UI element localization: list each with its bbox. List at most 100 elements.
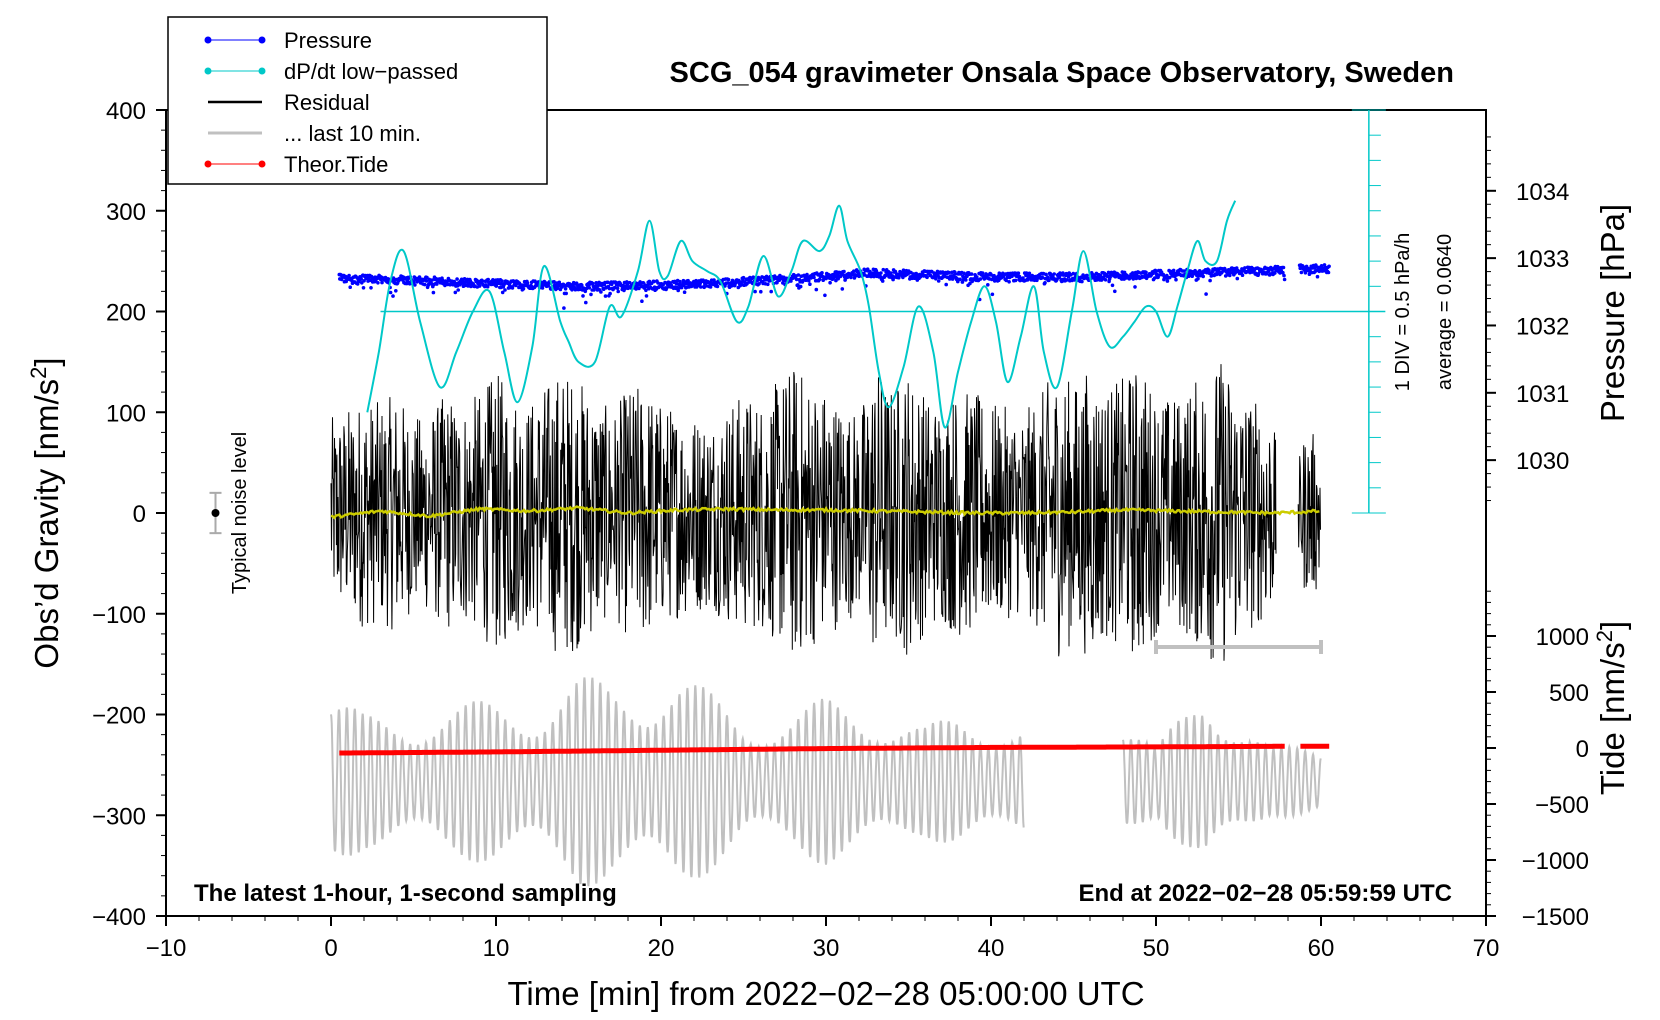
- pressure-point: [964, 278, 968, 282]
- pressure-point: [1228, 271, 1233, 275]
- pressure-point: [953, 272, 958, 276]
- pressure-point: [805, 272, 809, 277]
- pressure-point: [563, 287, 568, 291]
- pressure-point: [1167, 275, 1172, 280]
- pressure-point: [362, 279, 366, 283]
- pressure-point: [466, 284, 470, 288]
- y-tick-label: −300: [92, 803, 146, 830]
- pressure-point: [699, 285, 703, 289]
- pressure-point: [552, 280, 556, 284]
- pressure-point: [889, 271, 893, 275]
- pressure-point: [968, 281, 972, 286]
- pressure-tick-label: 1032: [1516, 313, 1569, 340]
- pressure-point: [652, 279, 656, 284]
- pressure-point: [1281, 270, 1285, 275]
- pressure-point: [1196, 277, 1200, 281]
- x-tick-label: 30: [813, 935, 840, 962]
- pressure-point: [1131, 277, 1136, 281]
- x-tick-label: 0: [324, 935, 337, 962]
- pressure-point: [969, 272, 974, 276]
- pressure-point: [1046, 275, 1050, 280]
- pressure-point: [1326, 270, 1331, 275]
- pressure-point: [510, 286, 515, 290]
- pressure-point: [978, 277, 983, 281]
- x-tick-label: 60: [1308, 935, 1335, 962]
- theoretical-tide-series: [339, 743, 1330, 756]
- pressure-point: [880, 279, 885, 283]
- pressure-point: [440, 278, 445, 283]
- pressure-point: [417, 275, 422, 279]
- dpdt-div-label: 1 DIV = 0.5 hPa/h: [1392, 233, 1414, 391]
- pressure-point: [868, 269, 872, 274]
- pressure-point: [644, 288, 648, 293]
- pressure-point: [1235, 276, 1240, 281]
- pressure-point: [422, 282, 427, 287]
- pressure-point: [1144, 270, 1148, 275]
- pressure-point: [842, 269, 846, 274]
- pressure-point: [558, 282, 562, 287]
- pressure-point: [1282, 273, 1286, 278]
- pressure-point: [1065, 278, 1069, 282]
- pressure-point: [500, 279, 504, 283]
- x-tick-label: 10: [483, 935, 510, 962]
- tide-tick-label: −500: [1535, 792, 1589, 819]
- pressure-point: [686, 278, 690, 283]
- pressure-point: [1190, 274, 1194, 279]
- pressure-point: [1047, 278, 1051, 283]
- pressure-point: [644, 294, 649, 298]
- pressure-point: [1201, 274, 1205, 279]
- legend-swatch-dot: [204, 36, 212, 44]
- pressure-point: [798, 284, 803, 289]
- pressure-point: [1080, 279, 1084, 284]
- y-tick-label: −100: [92, 602, 146, 629]
- annotation-end-time: End at 2022−02−28 05:59:59 UTC: [1078, 880, 1452, 907]
- pressure-point: [627, 280, 632, 285]
- pressure-point: [1040, 276, 1045, 280]
- pressure-point: [980, 271, 985, 275]
- pressure-point: [879, 271, 883, 275]
- pressure-point: [814, 287, 819, 292]
- annotation-sampling: The latest 1-hour, 1-second sampling: [194, 880, 617, 907]
- tide-tick-label: −1500: [1522, 904, 1589, 931]
- legend-label: Residual: [284, 90, 370, 115]
- pressure-point: [391, 294, 395, 298]
- pressure-point: [801, 278, 805, 283]
- pressure-point: [741, 275, 746, 280]
- pressure-point: [936, 279, 941, 283]
- legend-swatch-dot: [258, 67, 266, 75]
- pressure-point: [1044, 272, 1048, 277]
- pressure-tick-label: 1031: [1516, 381, 1569, 408]
- legend-swatch-dot: [204, 67, 212, 75]
- pressure-point: [594, 281, 598, 285]
- pressure-point: [808, 282, 812, 287]
- pressure-point: [1130, 271, 1135, 275]
- pressure-point: [1043, 281, 1047, 285]
- pressure-point: [723, 284, 727, 288]
- pressure-point: [455, 277, 459, 281]
- pressure-point: [1165, 279, 1170, 283]
- pressure-point: [1007, 280, 1011, 284]
- x-tick-label: 50: [1143, 935, 1170, 962]
- pressure-point: [599, 290, 603, 294]
- y-tick-label: −400: [92, 904, 146, 931]
- pressure-point: [1106, 270, 1111, 275]
- tide-tick-label: 500: [1549, 680, 1589, 707]
- pressure-point: [413, 283, 417, 287]
- last-10-min-line: [330, 677, 1025, 887]
- pressure-point: [462, 277, 467, 281]
- pressure-point: [521, 286, 526, 291]
- pressure-point: [1322, 263, 1327, 267]
- pressure-point: [708, 285, 713, 289]
- pressure-point: [1113, 274, 1118, 279]
- y-axis-label-tide: Tide [nm/s2]: [1592, 621, 1632, 795]
- pressure-point: [769, 289, 773, 294]
- pressure-point: [947, 270, 951, 275]
- pressure-point: [574, 281, 579, 286]
- pressure-point: [715, 284, 720, 289]
- residual-line: [330, 364, 1321, 661]
- pressure-point: [583, 289, 588, 294]
- pressure-point: [958, 277, 962, 282]
- y-tick-label: 100: [106, 400, 146, 427]
- pressure-point: [615, 286, 620, 291]
- pressure-point: [1174, 277, 1178, 282]
